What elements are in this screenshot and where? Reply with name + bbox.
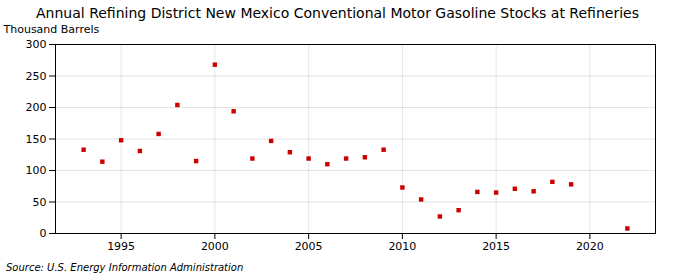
- svg-text:250: 250: [26, 70, 47, 83]
- svg-text:2000: 2000: [201, 240, 229, 253]
- svg-text:50: 50: [33, 196, 47, 209]
- svg-text:0: 0: [40, 227, 47, 240]
- svg-text:2020: 2020: [576, 240, 604, 253]
- svg-text:Thousand Barrels: Thousand Barrels: [3, 23, 100, 36]
- svg-text:100: 100: [26, 164, 47, 177]
- html-text:Annual Refining District New M: Annual Refining District New Mexico Conv…: [36, 5, 639, 21]
- svg-text:2010: 2010: [388, 240, 416, 253]
- svg-text:150: 150: [26, 133, 47, 146]
- svg-text:1995: 1995: [107, 240, 135, 253]
- svg-text:200: 200: [26, 101, 47, 114]
- html-text:Source: U.S. Energy Informatio: Source: U.S. Energy Information Administ…: [6, 262, 244, 273]
- svg-text:300: 300: [26, 38, 47, 51]
- svg-text:2015: 2015: [482, 240, 510, 253]
- svg-text:2005: 2005: [295, 240, 323, 253]
